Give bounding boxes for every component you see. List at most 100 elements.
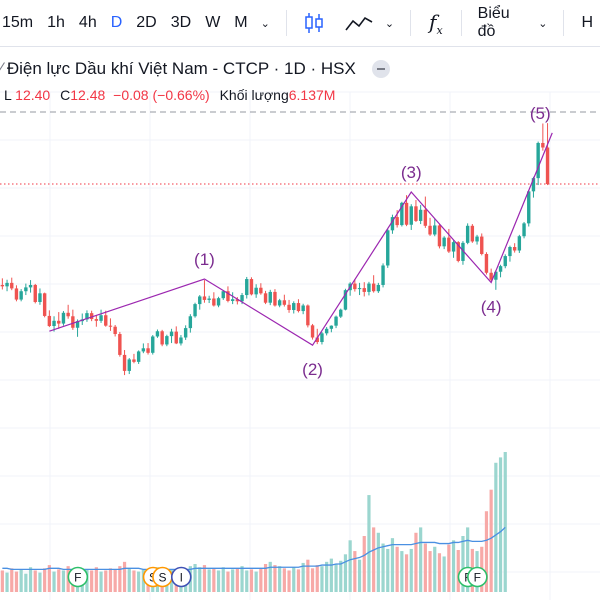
volume-bar: [466, 527, 470, 592]
candle: [245, 276, 249, 299]
candle: [367, 281, 371, 296]
candle: [71, 309, 75, 330]
toolbar-divider: [563, 10, 565, 36]
candle: [433, 218, 437, 237]
candle: [362, 282, 366, 297]
volume-bar: [494, 462, 498, 592]
candle-body: [38, 293, 42, 303]
timeframe-15m[interactable]: 15m: [2, 14, 34, 31]
chart-grid: [0, 91, 600, 600]
candlestick-icon[interactable]: [297, 11, 331, 35]
candle-body: [339, 309, 343, 317]
candle-body: [89, 313, 94, 320]
volume-bar: [390, 538, 395, 592]
candle-body: [198, 296, 202, 305]
chevron-down-icon[interactable]: ⌄: [384, 17, 395, 30]
candle-body: [541, 142, 545, 148]
volume-bar: [334, 564, 338, 592]
candle: [61, 311, 66, 326]
candle-body: [66, 312, 70, 317]
candle: [42, 292, 47, 318]
chevron-down-icon[interactable]: ⌄: [260, 17, 270, 30]
candle-body: [5, 282, 9, 287]
volume-bar: [278, 566, 282, 592]
candle: [536, 141, 540, 186]
candle: [494, 269, 498, 290]
candle-body: [456, 242, 460, 261]
candle: [57, 312, 61, 329]
candle: [132, 353, 136, 364]
timeframe-d[interactable]: D: [110, 14, 123, 31]
candle-body: [371, 283, 376, 292]
candle-body: [104, 315, 108, 326]
volume-bar: [442, 556, 446, 592]
candle: [386, 228, 390, 268]
indicator-fx-icon[interactable]: fx: [429, 9, 443, 37]
candle-body: [151, 336, 155, 353]
candle: [216, 296, 221, 308]
candle-body: [24, 287, 28, 292]
volume-bar: [325, 561, 329, 592]
volume-bar: [348, 540, 352, 592]
candle-body: [508, 247, 512, 257]
volume-bar: [10, 568, 14, 592]
volume-bar: [282, 568, 286, 592]
candle: [508, 245, 512, 262]
low-label: L: [4, 87, 12, 103]
timeframe-m[interactable]: M: [234, 14, 248, 31]
collapse-legend-icon[interactable]: [371, 60, 390, 78]
candle: [249, 277, 254, 296]
candle: [301, 303, 305, 315]
candle: [475, 234, 479, 245]
candle: [66, 304, 70, 319]
candle-body: [367, 283, 371, 292]
timeframe-2d[interactable]: 2D: [136, 14, 157, 31]
candle: [512, 243, 517, 253]
volume-bar: [343, 554, 348, 592]
wave-label: (5): [530, 104, 551, 123]
event-marker: F: [467, 566, 488, 588]
candle-body: [442, 237, 446, 247]
price-chart[interactable]: (1)(2)(3)(4)(5) FSSIFF: [0, 46, 600, 600]
event-marker-letter: F: [74, 571, 81, 585]
toolbar-cut-item[interactable]: H: [581, 14, 594, 31]
candle: [315, 328, 319, 345]
event-markers: FSSIFF: [67, 566, 488, 588]
timeframe-1h[interactable]: 1h: [47, 14, 65, 31]
candle-body: [10, 282, 14, 289]
candle: [47, 310, 52, 328]
candle-body: [334, 316, 338, 326]
volume-bar: [141, 569, 145, 592]
candle-body: [33, 284, 37, 303]
candle-body: [61, 312, 66, 324]
candle: [320, 331, 324, 345]
chart-type-dropdown[interactable]: Biểu đồ ⌄: [472, 5, 554, 41]
candle-body: [226, 291, 230, 301]
volume-bar: [108, 568, 113, 592]
event-marker: S: [152, 566, 173, 588]
candle-body: [94, 319, 99, 321]
line-chart-icon[interactable]: [331, 13, 379, 33]
candle: [113, 324, 117, 337]
volume-bar: [292, 567, 296, 592]
timeframe-4h[interactable]: 4h: [78, 14, 97, 31]
volume-bar: [301, 562, 305, 592]
candle: [174, 326, 178, 345]
candle-body: [28, 284, 33, 288]
timeframe-3d[interactable]: 3D: [170, 14, 192, 31]
candle-body: [418, 209, 423, 221]
chevron-down-icon: ⌄: [538, 17, 548, 30]
candle-body: [320, 333, 324, 343]
candle-body: [52, 320, 56, 327]
timeframe-w[interactable]: W: [205, 14, 221, 31]
candle-body: [296, 303, 301, 312]
candle: [141, 343, 146, 354]
candle-body: [428, 225, 432, 235]
candle: [212, 292, 216, 307]
volume-bar: [339, 560, 343, 592]
candle: [179, 335, 183, 346]
candle-body: [451, 242, 456, 252]
volume-bar: [428, 551, 432, 592]
candle: [207, 295, 211, 304]
candlesticks: [0, 123, 550, 376]
